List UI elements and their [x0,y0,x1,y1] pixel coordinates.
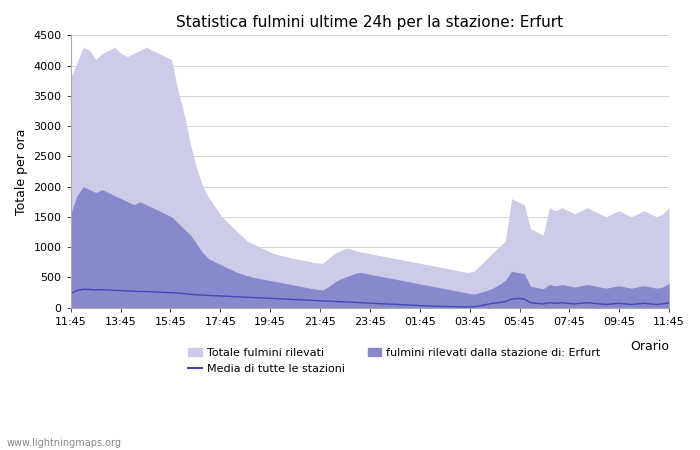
Text: www.lightningmaps.org: www.lightningmaps.org [7,438,122,448]
Legend: Totale fulmini rilevati, Media di tutte le stazioni, fulmini rilevati dalla staz: Totale fulmini rilevati, Media di tutte … [184,343,605,378]
Title: Statistica fulmini ultime 24h per la stazione: Erfurt: Statistica fulmini ultime 24h per la sta… [176,15,564,30]
Text: Orario: Orario [630,340,669,353]
Y-axis label: Totale per ora: Totale per ora [15,128,28,215]
